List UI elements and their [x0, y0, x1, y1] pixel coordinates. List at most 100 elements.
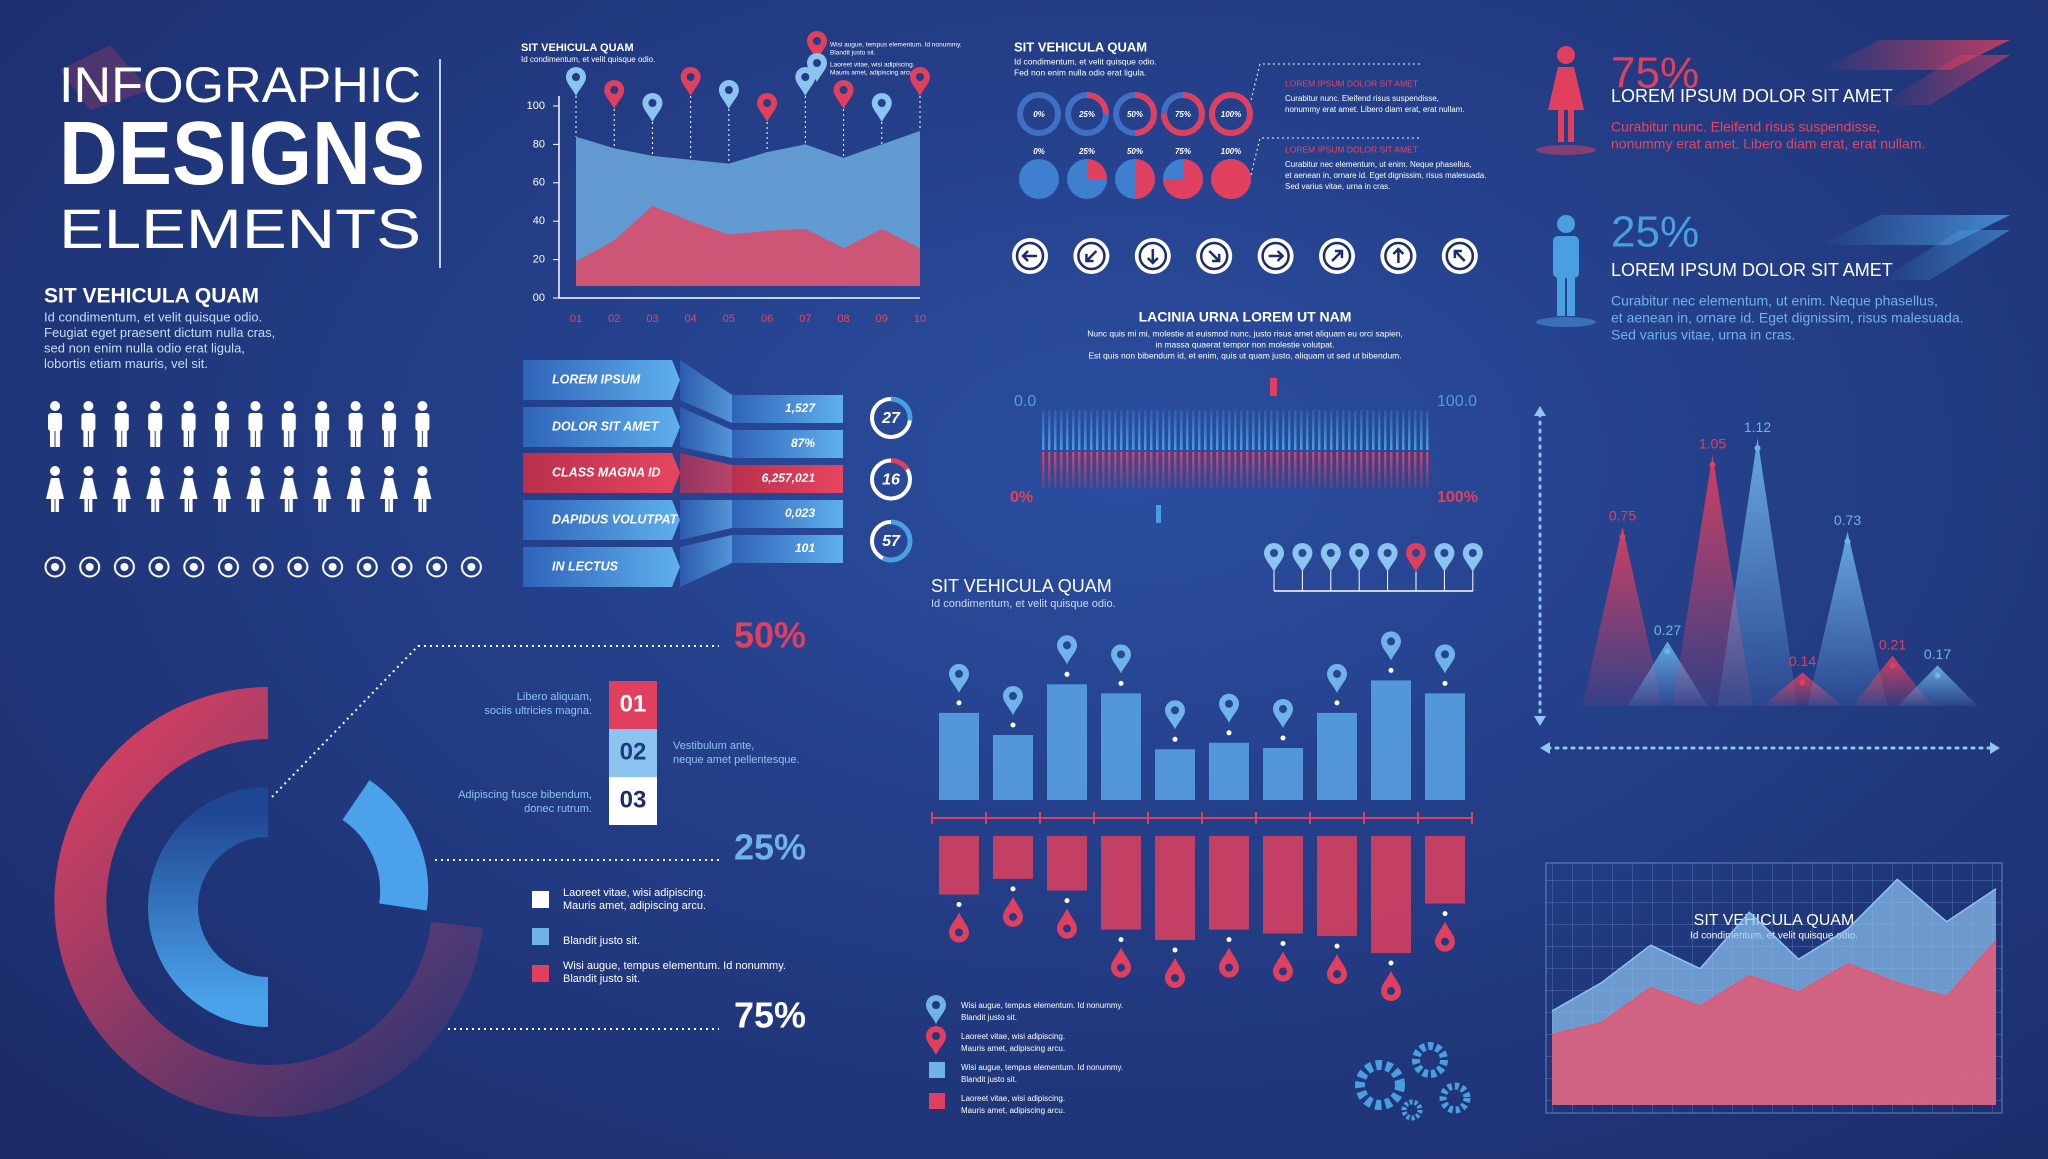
bar: [1101, 693, 1141, 800]
bar-dot: [1172, 736, 1178, 742]
pin-icon: [833, 80, 854, 109]
person-percent: 75%: [1611, 49, 1699, 98]
person-text: Sed varius vitae, urna in cras.: [1611, 327, 1795, 343]
donut-arc: [1065, 92, 1109, 136]
bar-pin: [1219, 693, 1239, 723]
wave-text: Nunc quis mi mi, molestie at euismod nun…: [1087, 328, 1403, 338]
wave-label: 100%: [1437, 489, 1478, 506]
pin-icon: [604, 80, 625, 109]
x-tick-label: 08: [837, 313, 849, 325]
funnel-label: LOREM IPSUM: [552, 372, 641, 386]
person-text: nonummy erat amet. Libero diam erat, era…: [1611, 136, 1925, 152]
bar: [1317, 836, 1357, 937]
peak-dot: [1709, 461, 1716, 468]
area: [1552, 940, 1996, 1105]
legend-pin: [807, 31, 827, 60]
x-tick-label: 10: [914, 313, 926, 325]
text: Laoreet vitae, wisi adipiscing.: [830, 62, 915, 69]
pin-icon: [910, 67, 930, 96]
bar-dot: [1118, 680, 1124, 686]
x-tick-label: 04: [685, 313, 697, 325]
bar-legend-text: Wisi augue, tempus elementum. Id nonummy…: [961, 1001, 1123, 1010]
funnel-value-box: [732, 430, 843, 458]
arrow-ring: [1138, 241, 1168, 271]
donut-arc: [1209, 92, 1253, 136]
step-number: 03: [620, 786, 647, 813]
bar: [1263, 748, 1303, 800]
bar-pin: [949, 663, 969, 693]
peak-label: 0.73: [1834, 512, 1861, 528]
y-tick-label: 100: [527, 100, 545, 112]
person-figures: [1536, 40, 2010, 327]
pin-icon: [1406, 543, 1426, 572]
bar: [939, 836, 979, 895]
arrow-icon: [1268, 250, 1285, 262]
funnel-label: DOLOR SIT AMET: [552, 419, 660, 433]
bar-legend-text: Blandit justo sit.: [961, 1013, 1017, 1022]
arrow-ring: [1261, 241, 1290, 271]
chart-title: SIT VEHICULA QUAM: [1694, 912, 1855, 929]
pin-icon: [1320, 543, 1341, 572]
peak-label: 1.05: [1699, 436, 1726, 452]
bar: [1371, 680, 1411, 800]
arrow-ring: [1384, 241, 1413, 271]
bar-dot: [1226, 730, 1232, 736]
arrow-icon: [1392, 247, 1405, 264]
pie-slice: [1135, 159, 1155, 199]
note-text: nonummy erat amet. Libero diam erat, era…: [1285, 105, 1465, 114]
funnel-link: [680, 407, 732, 458]
bar: [1209, 742, 1249, 800]
step-note: Vestibulum ante,: [673, 740, 754, 752]
bar-pin: [1003, 686, 1023, 715]
wave-title: LACINIA URNA LOREM UT NAM: [1139, 309, 1352, 325]
funnel-label-box: [523, 407, 680, 447]
note-text: et aenean in, ornare id. Eget dignissim,…: [1285, 171, 1486, 180]
peak-label: 0.14: [1789, 653, 1816, 669]
pin-icon: [1349, 543, 1370, 572]
peak-dot: [1844, 538, 1851, 545]
funnel-link: [680, 360, 732, 423]
bar-dot: [1388, 667, 1394, 673]
pie-label: 25%: [1078, 147, 1095, 156]
x-tick-label: 03: [646, 313, 658, 325]
intro-text: sed non enim nulla odio erat ligula,: [44, 340, 245, 355]
person-text: et aenean in, ornare id. Eget dignissim,…: [1611, 310, 1964, 326]
bar: [1263, 836, 1303, 934]
pie-label: 0%: [1033, 147, 1045, 156]
bar-dot: [1334, 943, 1340, 949]
pie-base: [1019, 159, 1059, 199]
ring-percent: 25%: [734, 827, 806, 868]
chart-subtitle: Id condimentum, et velit quisque odio.: [1014, 56, 1157, 66]
x-tick-label: 06: [761, 313, 773, 325]
note-title: LOREM IPSUM DOLOR SIT AMET: [1285, 78, 1418, 88]
funnel-value: 101: [795, 541, 815, 555]
bar-drop: [949, 912, 969, 943]
x-tick-label: 07: [799, 313, 811, 325]
gauge-value: 16: [882, 472, 900, 489]
pin-icon: [871, 93, 892, 122]
funnel-link: [680, 535, 732, 587]
donut-label: 0%: [1033, 110, 1045, 119]
legend-pin: [926, 1026, 946, 1055]
bar-dot: [1010, 722, 1016, 728]
men-icons: [43, 400, 444, 455]
bar-drop: [1435, 921, 1455, 952]
x-tick-label: 01: [570, 313, 582, 325]
bar-legend-text: Blandit justo sit.: [961, 1075, 1017, 1084]
bar-pin: [1327, 663, 1347, 693]
peak: [1582, 526, 1663, 706]
bar-drop: [1327, 954, 1347, 985]
bar: [993, 836, 1033, 879]
legend-swatch: [929, 1093, 945, 1109]
bar: [939, 712, 979, 800]
bar-dot: [1442, 911, 1448, 917]
funnel-value: 1,527: [785, 401, 816, 415]
bar-drop: [1381, 971, 1401, 1001]
y-tick-label: 60: [533, 177, 545, 189]
text: Wisi augue, tempus elementum. Id nonummy…: [830, 42, 962, 49]
wave-text: in massa quaerat tempor non molestie vol…: [1155, 339, 1334, 349]
bar-legend-text: Laoreet vitae, wisi adipiscing.: [961, 1094, 1065, 1103]
bar-dot: [1280, 941, 1286, 946]
pin-icon: [1264, 543, 1284, 572]
gauge-value: 27: [881, 410, 901, 427]
